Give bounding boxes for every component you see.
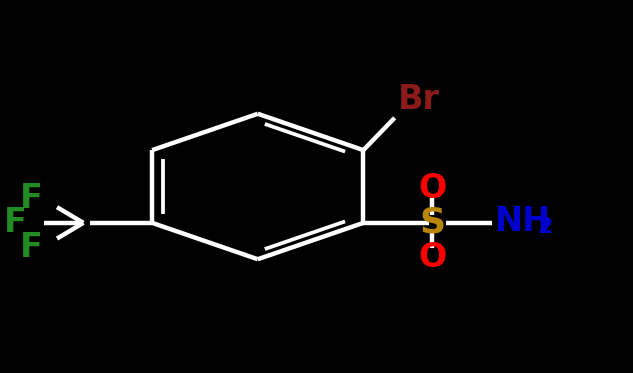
Text: O: O [418,172,446,205]
Text: F: F [20,182,42,215]
Text: Br: Br [398,83,440,116]
Text: S: S [419,206,445,240]
Text: NH: NH [495,205,551,238]
Text: O: O [418,241,446,274]
Text: 2: 2 [537,217,553,237]
Text: F: F [4,206,27,239]
Text: F: F [20,231,42,264]
